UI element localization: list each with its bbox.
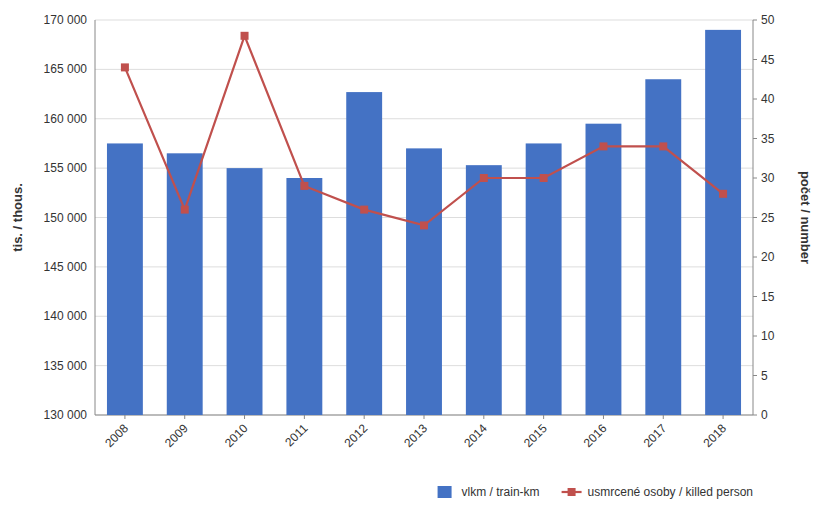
y2-tick-label: 45 <box>761 53 775 67</box>
bar <box>705 30 741 415</box>
y2-axis-label: počet / number <box>798 171 813 264</box>
x-tick-label: 2009 <box>162 421 191 450</box>
legend: vlkm / train-km usmrcené osoby / killed p… <box>438 485 753 499</box>
y-tick-label: 170 000 <box>44 13 88 27</box>
x-tick <box>543 415 544 419</box>
bar <box>586 124 622 415</box>
bar <box>466 165 502 415</box>
y2-tick-label: 30 <box>761 171 775 185</box>
y-tick-label: 165 000 <box>44 62 88 76</box>
x-tick-label: 2014 <box>461 421 490 450</box>
legend-item: vlkm / train-km <box>438 485 540 499</box>
bar <box>406 148 442 415</box>
y-tick-label: 160 000 <box>44 112 88 126</box>
bar <box>645 79 681 415</box>
y2-tick-label: 35 <box>761 132 775 146</box>
bar <box>227 168 263 415</box>
legend-label: vlkm / train-km <box>462 485 540 499</box>
y2-tick <box>753 375 757 376</box>
grid-line <box>95 20 753 21</box>
y2-tick <box>753 336 757 337</box>
marker <box>719 190 727 198</box>
x-tick <box>424 415 425 419</box>
y2-tick <box>753 59 757 60</box>
x-tick <box>603 415 604 419</box>
y2-tick <box>753 296 757 297</box>
x-tick-label: 2011 <box>282 421 310 449</box>
x-tick <box>663 415 664 419</box>
marker <box>121 63 129 71</box>
x-tick-label: 2012 <box>342 421 371 450</box>
line <box>125 36 723 226</box>
x-tick <box>483 415 484 419</box>
marker <box>181 206 189 214</box>
y2-tick-label: 15 <box>761 290 775 304</box>
y2-tick-label: 10 <box>761 329 775 343</box>
marker <box>360 206 368 214</box>
marker <box>599 142 607 150</box>
y-tick-label: 150 000 <box>44 211 88 225</box>
y-tick-label: 135 000 <box>44 359 88 373</box>
grid <box>95 20 753 415</box>
legend-item: usmrcené osoby / killed person <box>562 485 753 499</box>
marker <box>241 32 249 40</box>
x-tick-label: 2008 <box>102 421 131 450</box>
y2-tick <box>753 415 757 416</box>
bar <box>346 92 382 415</box>
bar <box>107 143 143 415</box>
x-tick <box>184 415 185 419</box>
marker <box>300 182 308 190</box>
x-tick <box>364 415 365 419</box>
grid-line <box>95 69 753 70</box>
marker <box>480 174 488 182</box>
y2-tick <box>753 99 757 100</box>
legend-swatch <box>438 486 452 498</box>
legend-label: usmrcené osoby / killed person <box>588 485 753 499</box>
y-axis-line <box>95 20 96 415</box>
marker <box>540 174 548 182</box>
y-tick-label: 155 000 <box>44 161 88 175</box>
legend-marker <box>568 488 576 496</box>
x-tick-label: 2018 <box>700 421 729 450</box>
y-tick-label: 140 000 <box>44 309 88 323</box>
y2-tick-label: 20 <box>761 250 775 264</box>
chart: 130 000135 000140 000145 000150 000155 0… <box>0 0 823 514</box>
bar <box>526 143 562 415</box>
y-axis-label: tis. / thous. <box>10 183 25 252</box>
x-tick <box>124 415 125 419</box>
y2-tick <box>753 178 757 179</box>
y2-tick <box>753 257 757 258</box>
x-tick <box>304 415 305 419</box>
chart-container: 130 000135 000140 000145 000150 000155 0… <box>0 0 823 514</box>
x-tick-label: 2017 <box>641 421 670 450</box>
y2-tick-label: 25 <box>761 211 775 225</box>
y2-tick <box>753 138 757 139</box>
x-tick <box>723 415 724 419</box>
y2-tick-label: 50 <box>761 13 775 27</box>
bar <box>167 153 203 415</box>
x-tick-label: 2010 <box>222 421 251 450</box>
y-tick-label: 145 000 <box>44 260 88 274</box>
y2-tick-label: 0 <box>761 408 768 422</box>
marker <box>659 142 667 150</box>
x-tick-label: 2015 <box>521 421 550 450</box>
x-tick-label: 2016 <box>581 421 610 450</box>
plot-area <box>107 30 741 415</box>
marker <box>420 221 428 229</box>
y2-axis-line <box>753 20 754 415</box>
y2-tick-label: 40 <box>761 92 775 106</box>
y2-tick-label: 5 <box>761 369 768 383</box>
bar <box>286 178 322 415</box>
x-tick <box>244 415 245 419</box>
x-tick-label: 2013 <box>401 421 430 450</box>
y-tick-label: 130 000 <box>44 408 88 422</box>
y2-tick <box>753 217 757 218</box>
y2-tick <box>753 20 757 21</box>
